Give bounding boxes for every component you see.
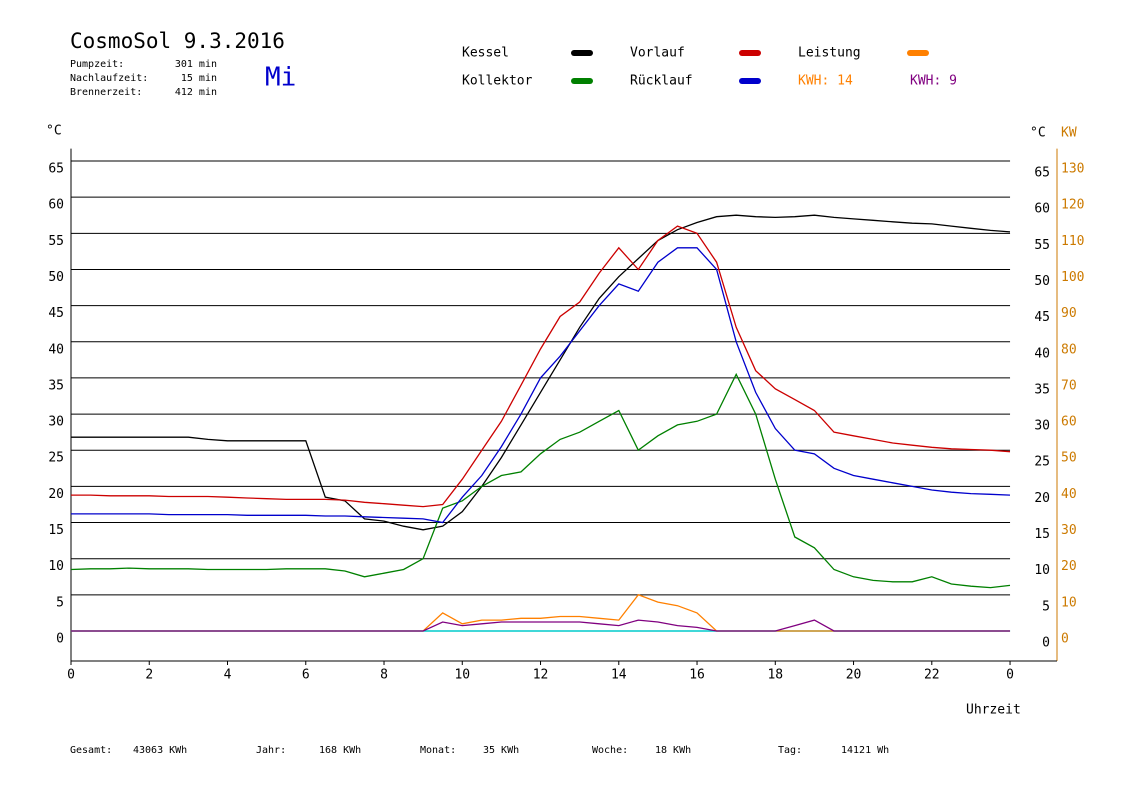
y2-kw-tick-label: 70: [1061, 378, 1077, 393]
x-tick-label: 18: [767, 668, 783, 683]
footer-label: Jahr:: [256, 745, 286, 756]
x-tick-label: 10: [454, 668, 470, 683]
y-tick-label: 5: [56, 595, 64, 610]
series-line: [70, 372, 1011, 589]
series-line: [71, 214, 1011, 531]
x-axis-label: Uhrzeit: [966, 703, 1021, 718]
y2-tick-label: 25: [1034, 455, 1050, 470]
legend-label: Kollektor: [462, 74, 533, 89]
y2-unit-label: KW: [1061, 126, 1077, 141]
y-tick-label: 30: [48, 415, 64, 430]
y2-kw-tick-label: 80: [1061, 342, 1077, 357]
y2-kw-tick-label: 10: [1061, 595, 1077, 610]
series-line: [71, 594, 1010, 632]
x-tick-label: 16: [689, 668, 705, 683]
x-tick-label: 8: [380, 668, 388, 683]
footer-value: 18 KWh: [655, 745, 691, 756]
legend-label: Kessel: [462, 46, 509, 61]
y2-kw-tick-label: 60: [1061, 415, 1077, 430]
x-tick-label: 0: [1006, 668, 1014, 683]
y2-tick-label: 0: [1042, 635, 1050, 650]
info-label: Nachlaufzeit:: [70, 73, 148, 84]
y-tick-label: 10: [48, 559, 64, 574]
x-tick-label: 6: [302, 668, 310, 683]
y-tick-label: 65: [48, 162, 64, 177]
x-tick-label: 12: [533, 668, 549, 683]
footer-label: Monat:: [420, 745, 456, 756]
footer-value: 43063 KWh: [133, 745, 187, 756]
y2-kw-tick-label: 30: [1061, 523, 1077, 538]
info-label: Pumpzeit:: [70, 59, 124, 70]
y-axis-label: °C: [46, 124, 62, 139]
y2-kw-tick-label: 50: [1061, 451, 1077, 466]
y-tick-label: 0: [56, 631, 64, 646]
footer-value: 35 KWh: [483, 745, 519, 756]
y2-kw-tick-label: 130: [1061, 162, 1084, 177]
info-value: 15 min: [181, 73, 217, 84]
series-line: [71, 619, 1010, 632]
y2-tick-label: 65: [1034, 166, 1050, 181]
series-line: [71, 225, 1011, 508]
y2-tick-label: 50: [1034, 274, 1050, 289]
y2-tick-label: 10: [1034, 563, 1050, 578]
x-tick-label: 4: [224, 668, 232, 683]
series-line: [71, 247, 1011, 524]
y2-tick-label: 20: [1034, 491, 1050, 506]
y2-tick-label: 55: [1034, 238, 1050, 253]
y-tick-label: 40: [48, 342, 64, 357]
y2-kw-tick-label: 110: [1061, 234, 1084, 249]
y-tick-label: 20: [48, 487, 64, 502]
y2-axis-label: °C: [1030, 126, 1046, 141]
y2-kw-tick-label: 0: [1061, 631, 1069, 646]
x-tick-label: 0: [67, 668, 75, 683]
info-value: 412 min: [175, 87, 217, 98]
y-tick-label: 60: [48, 198, 64, 213]
y2-kw-tick-label: 40: [1061, 487, 1077, 502]
y2-kw-tick-label: 20: [1061, 559, 1077, 574]
footer-value: 168 KWh: [319, 745, 361, 756]
x-tick-label: 22: [924, 668, 940, 683]
y-tick-label: 50: [48, 270, 64, 285]
legend-label: Vorlauf: [630, 46, 685, 61]
legend-label: Leistung: [798, 46, 861, 61]
x-tick-label: 2: [145, 668, 153, 683]
footer-label: Gesamt:: [70, 745, 112, 756]
y-tick-label: 35: [48, 378, 64, 393]
y2-tick-label: 45: [1034, 310, 1050, 325]
legend-label: Rücklauf: [630, 74, 693, 89]
day-label: Mi: [265, 63, 296, 93]
y2-tick-label: 35: [1034, 382, 1050, 397]
y-tick-label: 25: [48, 451, 64, 466]
legend-kwh: KWH: 9: [910, 74, 957, 89]
y-tick-label: 15: [48, 523, 64, 538]
x-tick-label: 20: [846, 668, 862, 683]
y2-kw-tick-label: 90: [1061, 306, 1077, 321]
y2-kw-tick-label: 100: [1061, 270, 1084, 285]
y-tick-label: 45: [48, 306, 64, 321]
info-value: 301 min: [175, 59, 217, 70]
y2-tick-label: 40: [1034, 346, 1050, 361]
y2-tick-label: 5: [1042, 599, 1050, 614]
y2-tick-label: 15: [1034, 527, 1050, 542]
info-label: Brennerzeit:: [70, 87, 142, 98]
footer-label: Tag:: [778, 745, 802, 756]
footer-label: Woche:: [592, 745, 628, 756]
y2-tick-label: 60: [1034, 202, 1050, 217]
legend-kwh: KWH: 14: [798, 74, 853, 89]
y2-tick-label: 30: [1034, 419, 1050, 434]
chart-title: CosmoSol 9.3.2016: [70, 29, 285, 53]
y-tick-label: 55: [48, 234, 64, 249]
footer-value: 14121 Wh: [841, 745, 889, 756]
y2-kw-tick-label: 120: [1061, 198, 1084, 213]
x-tick-label: 14: [611, 668, 627, 683]
